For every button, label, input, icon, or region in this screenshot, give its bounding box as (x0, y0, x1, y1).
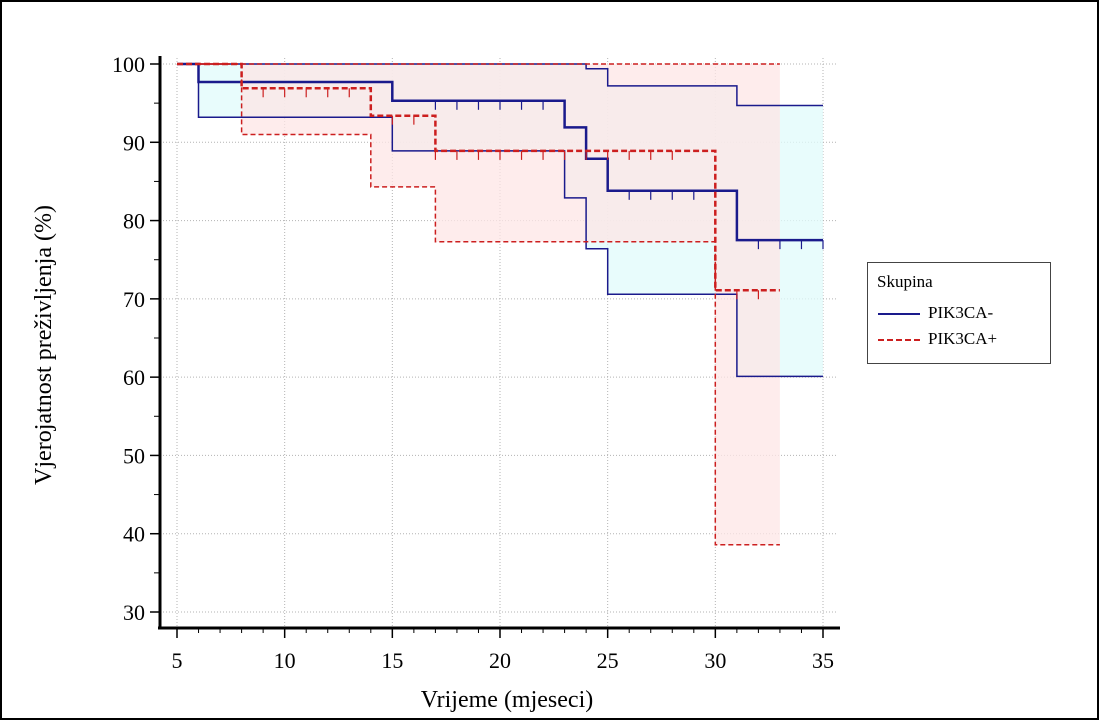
x-axis-title: Vrijeme (mjeseci) (421, 687, 593, 713)
ci-lower-line-pik3ca-pos (177, 63, 780, 546)
y-tick-label: 50 (123, 443, 145, 468)
confidence-lines (177, 63, 823, 546)
survival-curve-pik3ca-pos (177, 62, 780, 292)
x-tick-label: 35 (812, 648, 834, 673)
legend-item-pik3ca-pos: PIK3CA+ (878, 329, 1048, 349)
ci-upper-line-pik3ca-neg (177, 63, 823, 107)
legend-label-pik3ca-neg: PIK3CA- (928, 303, 994, 322)
legend-item-pik3ca-neg: PIK3CA- (878, 303, 1048, 323)
y-tick-label: 60 (123, 365, 145, 390)
confidence-bands (177, 64, 823, 545)
x-tick-label: 15 (381, 648, 403, 673)
legend-title: Skupina (877, 272, 933, 291)
x-tick-label: 20 (489, 648, 511, 673)
x-tick-label: 25 (597, 648, 619, 673)
y-tick-label: 90 (123, 130, 145, 155)
y-tick-label: 40 (123, 522, 145, 547)
survival-curve-pik3ca-neg (177, 62, 823, 242)
legend: Skupina PIK3CA- PIK3CA+ (867, 262, 1051, 364)
legend-label-pik3ca-pos: PIK3CA+ (928, 329, 998, 348)
axes: 5 10 15 20 25 30 35 30 40 50 60 70 80 90 100 (112, 52, 840, 673)
x-tick-label: 10 (274, 648, 296, 673)
y-tick-label: 30 (123, 600, 145, 625)
survival-curves (177, 62, 823, 292)
x-tick-label: 30 (704, 648, 726, 673)
ci-band-pik3ca-pos (177, 64, 780, 545)
x-tick-label: 5 (172, 648, 183, 673)
censor-marks (262, 88, 824, 300)
y-tick-label: 70 (123, 287, 145, 312)
legend-swatch-pik3ca-pos (878, 339, 920, 341)
legend-swatch-pik3ca-neg (878, 313, 920, 315)
y-axis-title: Vjerojatnost preživljenja (%) (31, 205, 57, 485)
y-tick-label: 80 (123, 209, 145, 234)
y-tick-label: 100 (112, 52, 145, 77)
